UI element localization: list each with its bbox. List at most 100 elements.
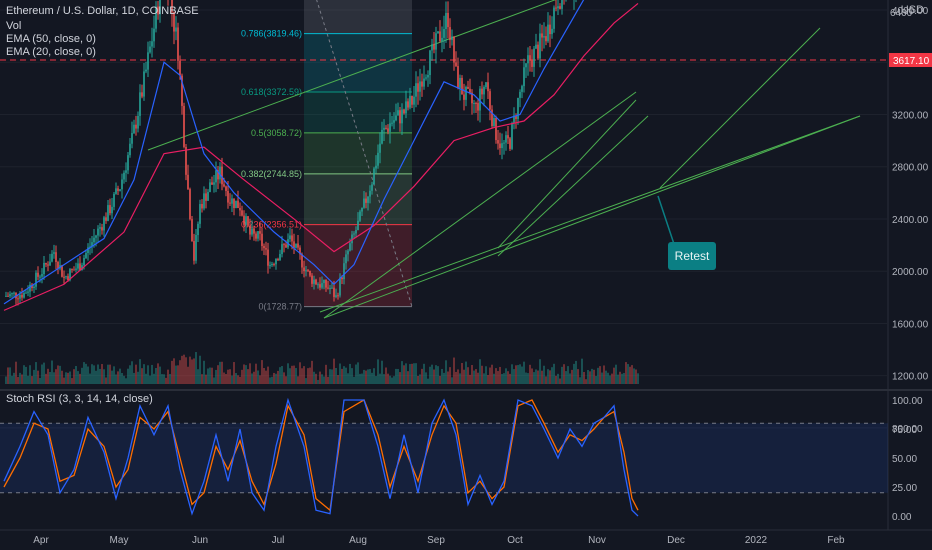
price-tick-label: 2400.00 (892, 215, 929, 226)
candle-body (509, 138, 511, 149)
candle-body (277, 259, 279, 261)
volume-bar (529, 364, 531, 384)
candle-body (279, 254, 281, 261)
volume-bar (169, 373, 171, 384)
volume-bar (245, 365, 247, 384)
volume-bar (99, 368, 101, 384)
volume-bar (69, 371, 71, 384)
candle-body (435, 33, 437, 50)
volume-bar (181, 355, 183, 384)
rsi-band (0, 423, 888, 493)
volume-bar (147, 365, 149, 384)
candle-body (171, 0, 173, 12)
volume-bar (333, 358, 335, 384)
volume-bar (395, 368, 397, 384)
candle-body (195, 235, 197, 261)
volume-bar (427, 378, 429, 384)
fib-zone (304, 0, 412, 34)
candle-body (139, 92, 141, 116)
candle-body (319, 284, 321, 288)
volume-bar (171, 360, 173, 384)
volume-bar (419, 374, 421, 384)
candle-body (81, 265, 83, 271)
volume-bar (421, 368, 423, 384)
volume-bar (429, 366, 431, 384)
time-tick-label: Aug (349, 535, 367, 546)
volume-bar (385, 367, 387, 384)
volume-bar (149, 375, 151, 384)
candle-body (539, 33, 541, 59)
volume-bar (631, 365, 633, 384)
candle-body (403, 109, 405, 114)
volume-bar (443, 372, 445, 384)
candle-body (415, 83, 417, 97)
candle-body (231, 198, 233, 204)
candle-body (337, 295, 339, 297)
volume-bar (301, 368, 303, 384)
volume-bar (185, 357, 187, 384)
volume-bar (393, 376, 395, 384)
candle-body (517, 97, 519, 119)
candle-body (507, 135, 509, 139)
volume-bar (227, 369, 229, 384)
volume-bar (567, 366, 569, 384)
candle-body (251, 228, 253, 235)
candle-body (395, 115, 397, 121)
candle-body (515, 115, 517, 119)
candle-body (317, 284, 319, 286)
channel-line (147, 0, 557, 151)
volume-bar (599, 366, 601, 384)
volume-bar (375, 376, 377, 384)
volume-bar (357, 362, 359, 384)
candle-body (93, 237, 95, 243)
volume-bar (403, 365, 405, 384)
volume-bar (43, 362, 45, 384)
volume-bar (275, 373, 277, 384)
candle-body (487, 82, 489, 92)
channel-line (497, 115, 649, 257)
volume-bar (543, 365, 545, 384)
volume-bar (369, 369, 371, 384)
volume-bar (273, 372, 275, 384)
volume-bar (365, 370, 367, 384)
volume-bar (9, 367, 11, 384)
candle-body (123, 172, 125, 180)
volume-bar (119, 368, 121, 384)
volume-bar (61, 370, 63, 384)
candle-body (387, 128, 389, 132)
candle-body (301, 254, 303, 268)
volume-bar (553, 363, 555, 384)
volume-bar (303, 366, 305, 384)
candle-body (413, 96, 415, 105)
candle-body (351, 234, 353, 244)
volume-bar (231, 375, 233, 384)
candle-body (31, 284, 33, 289)
volume-bar (511, 364, 513, 384)
volume-bar (569, 373, 571, 384)
candle-body (141, 92, 143, 97)
volume-bar (83, 362, 85, 384)
candle-body (129, 143, 131, 156)
time-tick-label: Oct (507, 535, 523, 546)
candle-body (203, 193, 205, 209)
candle-body (157, 6, 159, 15)
fib-zone (304, 132, 412, 174)
volume-bar (127, 368, 129, 384)
volume-bar (603, 365, 605, 384)
candle-body (347, 250, 349, 255)
candle-body (377, 152, 379, 166)
candle-body (533, 48, 535, 67)
volume-bar (311, 360, 313, 384)
candle-body (219, 166, 221, 180)
candle-body (225, 186, 227, 191)
candle-body (237, 200, 239, 208)
candle-body (497, 140, 499, 144)
candle-body (491, 109, 493, 127)
volume-bar (117, 371, 119, 384)
candle-body (87, 247, 89, 254)
volume-bar (41, 364, 43, 384)
volume-bar (267, 366, 269, 384)
candle-body (409, 95, 411, 108)
volume-legend: Vol (6, 20, 22, 32)
volume-bar (405, 363, 407, 384)
